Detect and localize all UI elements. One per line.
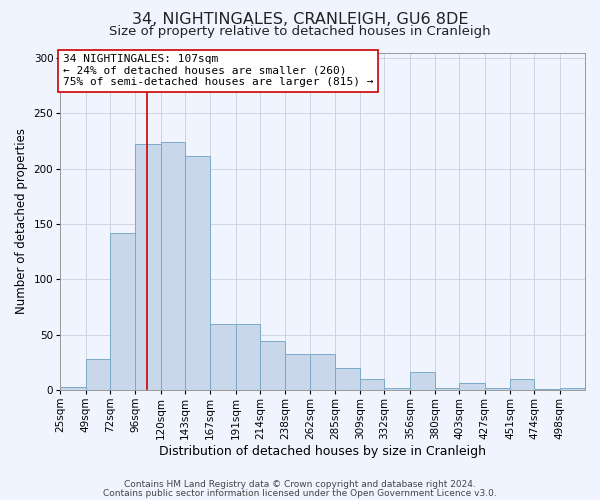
Bar bbox=[435, 388, 460, 390]
Text: 34 NIGHTINGALES: 107sqm
← 24% of detached houses are smaller (260)
75% of semi-d: 34 NIGHTINGALES: 107sqm ← 24% of detache… bbox=[63, 54, 373, 88]
Bar bbox=[535, 389, 560, 390]
Text: Size of property relative to detached houses in Cranleigh: Size of property relative to detached ho… bbox=[109, 25, 491, 38]
Bar bbox=[385, 388, 410, 390]
Bar bbox=[510, 379, 535, 390]
Text: 34, NIGHTINGALES, CRANLEIGH, GU6 8DE: 34, NIGHTINGALES, CRANLEIGH, GU6 8DE bbox=[132, 12, 468, 28]
Bar bbox=[135, 144, 161, 390]
Bar bbox=[310, 354, 335, 390]
Bar bbox=[210, 324, 236, 390]
Bar bbox=[485, 388, 510, 390]
Bar bbox=[335, 368, 360, 390]
Bar bbox=[360, 379, 385, 390]
Bar bbox=[185, 156, 210, 390]
Bar bbox=[60, 386, 86, 390]
Bar bbox=[260, 341, 285, 390]
Bar bbox=[560, 388, 585, 390]
Bar bbox=[460, 383, 485, 390]
Text: Contains HM Land Registry data © Crown copyright and database right 2024.: Contains HM Land Registry data © Crown c… bbox=[124, 480, 476, 489]
Bar bbox=[236, 324, 260, 390]
Bar bbox=[410, 372, 435, 390]
Y-axis label: Number of detached properties: Number of detached properties bbox=[15, 128, 28, 314]
Bar bbox=[161, 142, 185, 390]
X-axis label: Distribution of detached houses by size in Cranleigh: Distribution of detached houses by size … bbox=[159, 444, 486, 458]
Bar bbox=[86, 359, 110, 390]
Bar bbox=[110, 233, 135, 390]
Text: Contains public sector information licensed under the Open Government Licence v3: Contains public sector information licen… bbox=[103, 489, 497, 498]
Bar bbox=[285, 354, 310, 390]
